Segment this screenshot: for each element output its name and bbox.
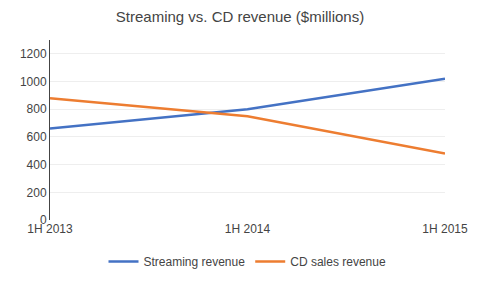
svg-text:Streaming revenue: Streaming revenue: [144, 255, 246, 269]
svg-text:800: 800: [27, 102, 47, 116]
svg-text:Streaming vs. CD revenue ($mil: Streaming vs. CD revenue ($millions): [116, 8, 364, 25]
svg-text:0: 0: [40, 213, 47, 227]
svg-text:1200: 1200: [20, 47, 47, 61]
svg-text:1000: 1000: [20, 75, 47, 89]
svg-text:600: 600: [27, 130, 47, 144]
svg-text:CD sales revenue: CD sales revenue: [290, 255, 386, 269]
svg-text:200: 200: [27, 186, 47, 200]
svg-text:1H 2014: 1H 2014: [225, 222, 271, 236]
svg-text:1H 2013: 1H 2013: [27, 222, 73, 236]
svg-text:400: 400: [27, 158, 47, 172]
svg-text:1H 2015: 1H 2015: [422, 222, 468, 236]
